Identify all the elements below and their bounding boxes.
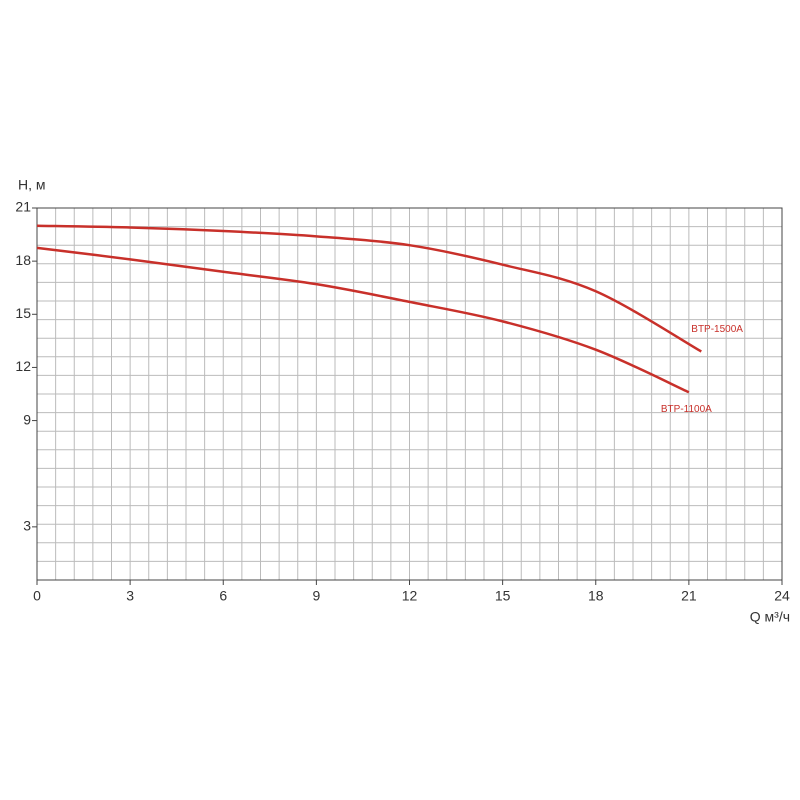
x-tick-label: 12: [402, 588, 418, 604]
x-tick-label: 18: [588, 588, 604, 604]
series-label: BTP-1500A: [691, 324, 743, 335]
y-tick-label: 12: [15, 358, 31, 374]
x-tick-label: 6: [219, 588, 227, 604]
curve: [36, 224, 702, 353]
series-label: BTP-1100A: [661, 404, 712, 415]
y-tick-label: 3: [23, 518, 31, 534]
y-tick-label: 15: [15, 305, 31, 321]
y-axis-label: H, м: [18, 177, 46, 193]
curve: [36, 246, 690, 394]
x-tick-label: 3: [126, 588, 134, 604]
y-tick-label: 9: [23, 411, 31, 427]
x-tick-label: 15: [495, 588, 511, 604]
x-tick-label: 24: [774, 588, 790, 604]
y-tick-label: 21: [15, 199, 31, 215]
y-tick-label: 18: [15, 252, 31, 268]
x-tick-label: 0: [33, 588, 41, 604]
x-axis-label: Q м³/ч: [750, 609, 790, 625]
x-tick-label: 9: [312, 588, 320, 604]
x-tick-label: 21: [681, 588, 697, 604]
